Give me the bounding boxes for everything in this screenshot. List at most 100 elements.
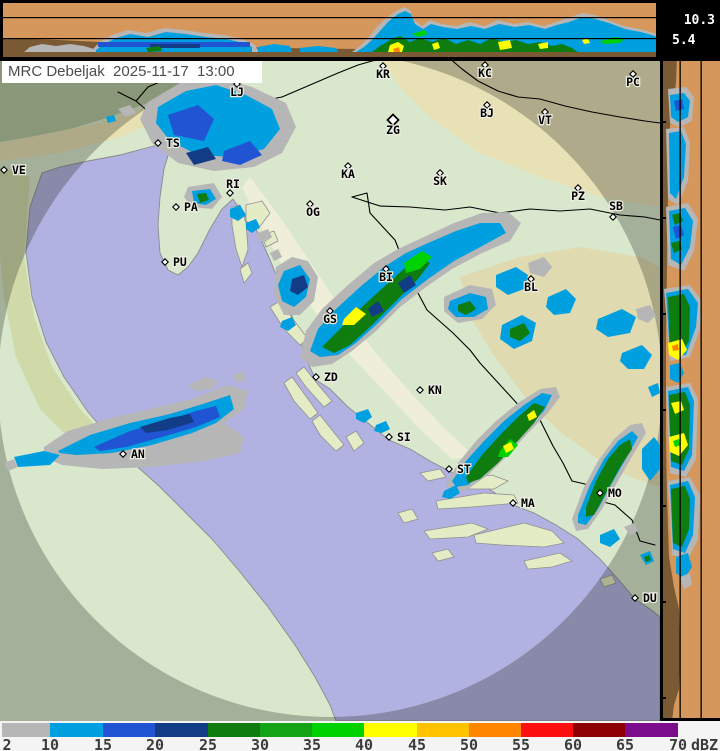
city-label-ZD: ZD	[324, 370, 338, 384]
city-label-VT: VT	[538, 113, 552, 127]
city-marker-AN	[119, 450, 127, 458]
height-line-lower	[0, 38, 660, 40]
city-label-GS: GS	[323, 312, 337, 326]
scale-tick-label-2: 2	[2, 736, 12, 751]
city-label-PA: PA	[184, 200, 198, 214]
echo-cluster-pazin-rijeka	[184, 183, 272, 243]
scale-tick-label-50: 50	[459, 736, 479, 751]
city-markers: VE LJ TS KR KC PC ZG BJ VT KA SK PZ SB RI PA OG PU BI BL GS…	[0, 61, 658, 606]
city-marker-KR	[379, 62, 387, 70]
station-label-box: MRC Debeljak 2025-11-17 13:00	[2, 61, 262, 83]
height-label-mid: 5.4	[672, 33, 696, 48]
city-marker-ZD	[312, 373, 320, 381]
city-marker-MO	[596, 489, 604, 497]
city-label-MO: MO	[608, 486, 622, 500]
adriatic-sea	[25, 138, 660, 721]
scale-segment-45	[417, 723, 469, 737]
city-marker-SK	[436, 169, 444, 177]
station-date: 2025-11-17	[113, 63, 189, 80]
echo-cluster-ancona	[4, 371, 248, 471]
city-label-BL: BL	[524, 280, 538, 294]
city-marker-KN	[416, 386, 424, 394]
city-marker-BI	[382, 265, 390, 273]
islands	[231, 200, 617, 588]
scale-segment-55	[521, 723, 573, 737]
top-cross-section	[0, 0, 660, 57]
echo-band-mostar	[572, 423, 660, 565]
dbz-scale: dBZ 2 10 15 20 25 30 35 40 45 50 55 60 65 70	[0, 721, 720, 751]
city-marker-GS	[326, 307, 334, 315]
city-marker-MA	[509, 499, 517, 507]
city-marker-TS	[154, 139, 162, 147]
city-label-PZ: PZ	[571, 189, 585, 203]
city-label-ZG: ZG	[386, 123, 400, 137]
scale-tick-label-30: 30	[250, 736, 270, 751]
city-marker-PU	[161, 258, 169, 266]
city-marker-DU	[631, 594, 639, 602]
scale-segment-2	[2, 723, 50, 737]
city-label-VE: VE	[12, 163, 26, 177]
city-label-MA: MA	[521, 496, 535, 510]
city-marker-PZ	[574, 184, 582, 192]
scale-tick-label-55: 55	[511, 736, 531, 751]
echo-map	[4, 77, 660, 565]
scale-bar	[0, 723, 720, 737]
scale-tick-label-35: 35	[302, 736, 322, 751]
city-label-PU: PU	[173, 255, 187, 269]
strip-frame-top	[0, 0, 660, 3]
echo-cluster-trieste	[106, 77, 296, 171]
panel-divider	[0, 57, 720, 61]
radar-map: VE LJ TS KR KC PC ZG BJ VT KA SK PZ SB RI PA OG PU BI BL GS…	[0, 57, 660, 721]
scale-tick-label-70: 70	[668, 736, 688, 751]
echo-top-strip	[24, 7, 660, 52]
station-name: MRC Debeljak	[8, 63, 105, 80]
scale-labels: dBZ 2 10 15 20 25 30 35 40 45 50 55 60 65 70	[0, 736, 720, 751]
scale-tick-label-10: 10	[40, 736, 60, 751]
scale-tick-label-65: 65	[615, 736, 635, 751]
height-label-box: 10.3 5.4	[660, 0, 720, 57]
strip-frame-left	[0, 0, 3, 57]
city-label-KA: KA	[341, 167, 355, 181]
scale-unit: dBZ	[691, 736, 719, 751]
scale-segment-60	[573, 723, 625, 737]
city-marker-BL	[527, 275, 535, 283]
height-label-top: 10.3	[683, 13, 715, 28]
scale-tick-label-25: 25	[198, 736, 218, 751]
scale-tick-label-40: 40	[354, 736, 374, 751]
scale-tick-label-60: 60	[563, 736, 583, 751]
city-label-BJ: BJ	[480, 106, 494, 120]
city-label-SI: SI	[397, 430, 411, 444]
echo-band-split	[442, 387, 560, 499]
scale-segment-15	[103, 723, 155, 737]
echo-right-strip	[664, 87, 702, 589]
scale-segment-30	[260, 723, 312, 737]
terrain-profile	[0, 38, 660, 57]
city-label-SK: SK	[433, 174, 447, 188]
echo-band-central	[300, 212, 521, 367]
city-label-KC: KC	[478, 66, 492, 80]
city-label-KN: KN	[428, 383, 442, 397]
station-time: 13:00	[197, 63, 235, 80]
strip-frame-right	[656, 0, 660, 57]
city-marker-VT	[541, 108, 549, 116]
city-marker-RI	[226, 189, 234, 197]
scale-tick-label-45: 45	[407, 736, 427, 751]
city-label-KR: KR	[376, 67, 390, 81]
city-label-AN: AN	[131, 447, 145, 461]
radar-range-mask	[0, 57, 660, 721]
height-line-right-inner	[679, 57, 681, 721]
city-label-OG: OG	[306, 205, 320, 219]
scale-segment-35	[312, 723, 364, 737]
scale-segment-10	[50, 723, 103, 737]
city-marker-KA	[344, 162, 352, 170]
echo-cluster-east-of-band	[444, 257, 660, 397]
echo-cluster-gs-west	[270, 249, 318, 331]
strip-frame-left-right	[660, 57, 663, 721]
height-line-right-outer	[700, 57, 702, 721]
city-marker-SI	[385, 433, 393, 441]
scale-segment-40	[364, 723, 417, 737]
city-marker-PA	[172, 203, 180, 211]
city-label-ST: ST	[457, 462, 471, 476]
scale-tick-label-15: 15	[93, 736, 113, 751]
